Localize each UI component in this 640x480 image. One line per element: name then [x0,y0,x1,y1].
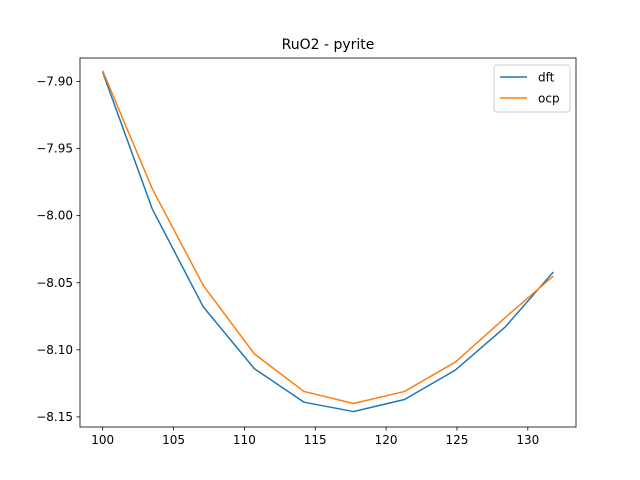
y-axis: −7.90 −7.95 −8.00 −8.05 −8.10 −8.15 [36,74,80,424]
y-tick-label: −7.90 [36,74,73,88]
plot-frame [79,57,577,428]
y-tick-label: −7.95 [36,142,73,156]
legend-label-ocp: ocp [538,92,560,106]
x-tick-label: 115 [304,433,327,447]
x-tick-label: 125 [446,433,469,447]
y-tick-label: −8.15 [36,410,73,424]
x-tick-label: 130 [516,433,539,447]
x-tick-label: 100 [91,433,114,447]
x-tick-label: 120 [375,433,398,447]
x-axis: 100 105 110 115 120 125 130 [91,427,539,447]
plot-area [79,57,577,428]
y-tick-label: −8.05 [36,276,73,290]
chart-title: RuO2 - pyrite [282,37,375,53]
legend: dft ocp [493,64,571,113]
series-line-dft [101,71,554,413]
y-tick-label: −8.10 [36,343,73,357]
legend-label-dft: dft [538,71,555,85]
x-tick-label: 105 [162,433,185,447]
x-tick-label: 110 [233,433,256,447]
series-line-ocp [101,70,554,405]
series-layer [101,70,554,413]
y-tick-label: −8.00 [36,209,73,223]
